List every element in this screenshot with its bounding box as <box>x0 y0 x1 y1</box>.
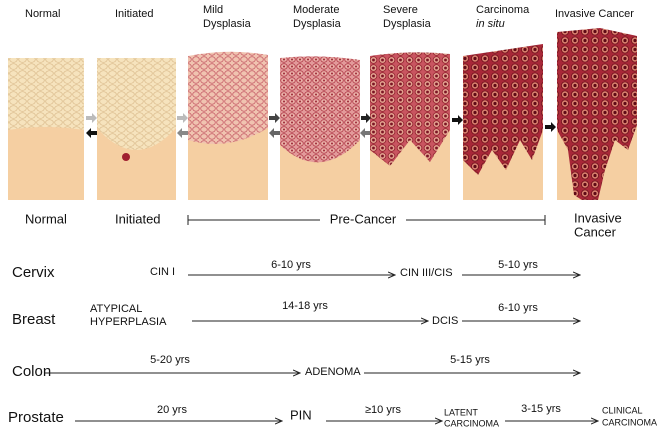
interval-label: 6-10 yrs <box>498 302 538 314</box>
organ-label: Prostate <box>8 409 64 426</box>
arrow <box>452 115 463 125</box>
arrow <box>545 122 556 132</box>
initiated-cell <box>122 153 130 161</box>
interval-label: 5-15 yrs <box>450 354 490 366</box>
stroma <box>370 130 450 200</box>
node-label: LATENT <box>444 407 478 417</box>
arrow <box>177 128 188 138</box>
arrow <box>177 113 188 123</box>
stroma <box>463 130 543 200</box>
stage-label: Dysplasia <box>383 18 432 30</box>
stage-label: Severe <box>383 4 418 16</box>
interval-label: 6-10 yrs <box>271 259 311 271</box>
stage-label: Dysplasia <box>293 18 342 30</box>
organ-label: Breast <box>12 311 56 328</box>
stroma <box>280 140 360 200</box>
arrow <box>269 113 280 123</box>
tissue-panels <box>8 28 637 201</box>
node-label: HYPERPLASIA <box>90 316 167 328</box>
node-label: CARCINOMA <box>444 418 499 428</box>
phase-label: Pre-Cancer <box>330 211 397 226</box>
node-label: CARCINOMA <box>602 417 657 427</box>
node-label: DCIS <box>432 315 458 327</box>
interval-label: 5-10 yrs <box>498 259 538 271</box>
organ-label: Cervix <box>12 264 55 281</box>
stage-label: Dysplasia <box>203 18 252 30</box>
node-label: ADENOMA <box>305 366 361 378</box>
interval-label: 5-20 yrs <box>150 354 190 366</box>
node-label: CIN I <box>150 266 175 278</box>
node-label: CLINICAL <box>602 405 643 415</box>
organ-label: Colon <box>12 363 51 380</box>
node-label: CIN III/CIS <box>400 267 453 279</box>
interval-label: ≥10 yrs <box>365 404 401 416</box>
stroma <box>97 128 176 200</box>
phase-label: Invasive <box>574 210 622 225</box>
stage-label: Carcinoma <box>476 4 530 16</box>
arrow <box>86 113 97 123</box>
stage-arrows <box>86 113 556 138</box>
phase-label: Normal <box>25 211 67 226</box>
node-label: PIN <box>290 407 312 422</box>
interval-label: 3-15 yrs <box>521 403 561 415</box>
arrow <box>361 113 371 123</box>
stage-label: Initiated <box>115 8 154 20</box>
stage-label: Mild <box>203 4 223 16</box>
phase-label: Initiated <box>115 211 161 226</box>
stroma <box>8 127 84 200</box>
arrow <box>360 128 370 138</box>
arrow <box>86 128 97 138</box>
stroma <box>557 125 637 200</box>
interval-label: 14-18 yrs <box>282 300 328 312</box>
stage-label: Invasive Cancer <box>555 8 634 20</box>
stage-label: Normal <box>25 8 60 20</box>
stroma <box>188 128 268 200</box>
node-label: ATYPICAL <box>90 303 142 315</box>
arrow <box>269 128 280 138</box>
stage-label: Moderate <box>293 4 339 16</box>
stage-label: in situ <box>476 18 505 30</box>
phase-label: Cancer <box>574 224 617 239</box>
interval-label: 20 yrs <box>157 404 187 416</box>
